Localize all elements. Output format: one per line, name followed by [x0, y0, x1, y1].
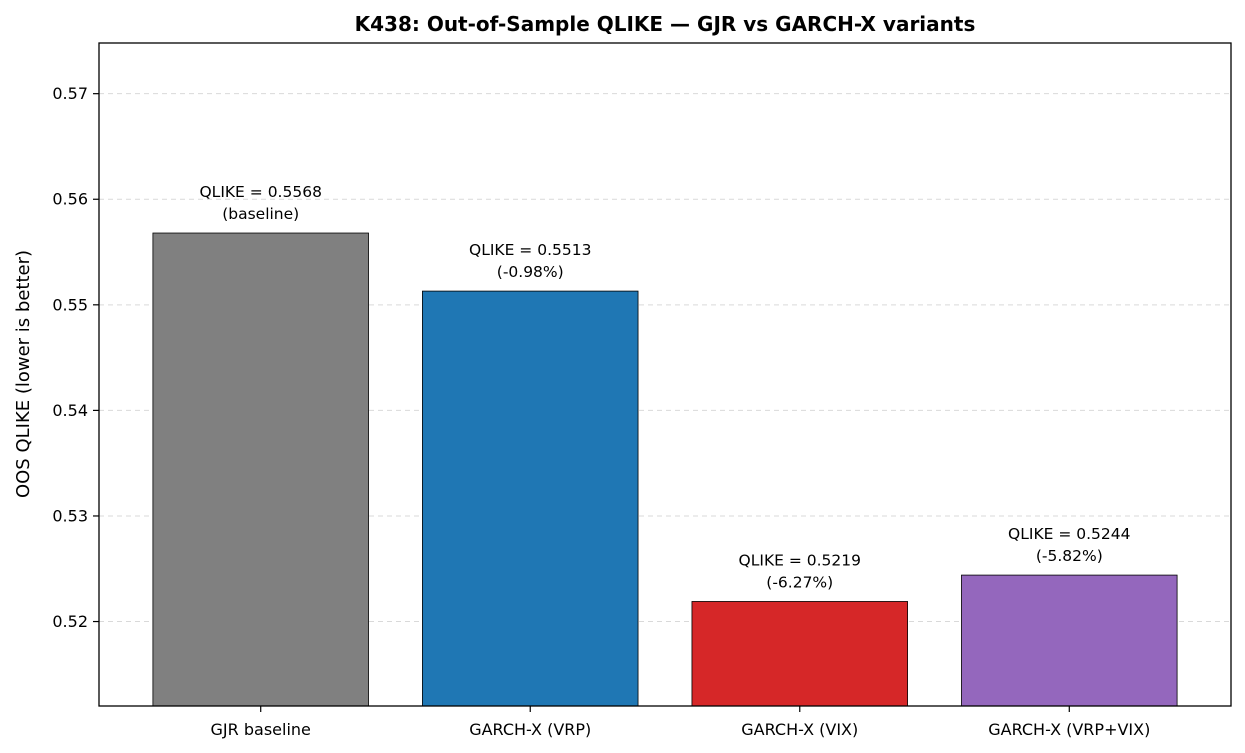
y-tick-label: 0.53 — [52, 506, 88, 525]
bar-change-label: (-5.82%) — [1036, 547, 1103, 565]
axes: 0.52 0.53 0.54 0.55 0.56 0.57 GJR baseline GARC… — [52, 84, 1150, 739]
x-tick-label: GARCH-X (VIX) — [741, 720, 858, 739]
bar-change-label: (baseline) — [222, 205, 299, 223]
y-axis-label: OOS QLIKE (lower is better) — [13, 250, 34, 498]
x-tick-label: GARCH-X (VRP+VIX) — [988, 720, 1150, 739]
bar — [152, 232, 369, 707]
y-tick-label: 0.57 — [52, 84, 88, 103]
bar-value-label: QLIKE = 0.5513 — [469, 241, 591, 259]
y-tick-label: 0.54 — [52, 401, 88, 420]
bars — [152, 232, 1178, 707]
bar-value-label: QLIKE = 0.5219 — [739, 551, 861, 569]
bar-value-label: QLIKE = 0.5568 — [199, 183, 321, 201]
x-tick-label: GJR baseline — [211, 720, 311, 739]
y-tick-label: 0.52 — [52, 612, 88, 631]
chart-title: K438: Out-of-Sample QLIKE — GJR vs GARCH… — [355, 12, 976, 36]
bar-change-label: (-6.27%) — [766, 573, 833, 591]
bar-change-label: (-0.98%) — [497, 263, 564, 281]
bar — [422, 290, 639, 707]
bar — [691, 601, 908, 707]
y-tick-label: 0.55 — [52, 295, 88, 314]
bar-annotations: QLIKE = 0.5568 (baseline) QLIKE = 0.5513 (-… — [199, 183, 1130, 591]
bar-value-label: QLIKE = 0.5244 — [1008, 525, 1130, 543]
plot-frame — [98, 42, 1232, 707]
x-tick-label: GARCH-X (VRP) — [469, 720, 591, 739]
bar — [961, 574, 1178, 707]
y-tick-label: 0.56 — [52, 190, 88, 209]
